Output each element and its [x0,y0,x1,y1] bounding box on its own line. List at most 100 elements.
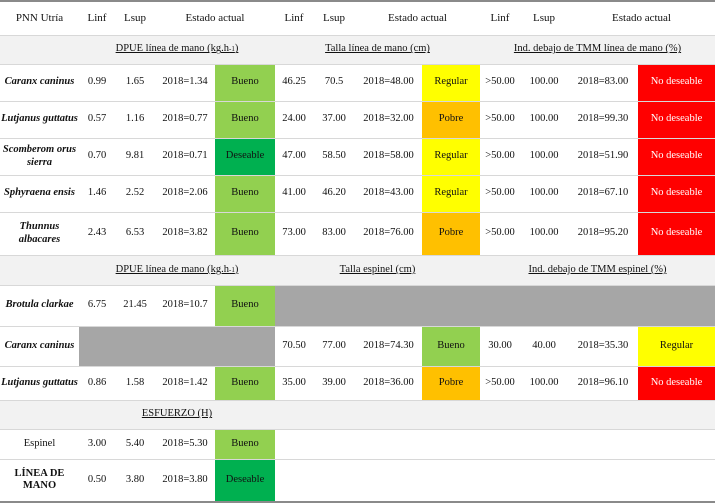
dpue-value: 2018=1.42 [162,376,208,388]
status-badge: No deseable [638,101,715,138]
tmm-lsup: 100.00 [529,150,559,162]
status-badge: Bueno [215,212,275,255]
status-badge: Deseable [215,459,275,501]
talla-lsup: 70.5 [324,76,344,88]
section-band-1 [0,35,715,64]
header-site: PNN Utría [15,12,64,25]
dpue-value: 2018=0.71 [162,150,208,162]
dpue-lsup: 1.16 [125,113,145,125]
row-divider [0,255,715,256]
header-linf: Linf [490,12,510,25]
status-badge: Bueno [215,366,275,400]
header-lsup: Lsup [323,12,345,25]
header-estado: Estado actual [612,12,671,25]
tmm-lsup: 100.00 [529,113,559,125]
tmm-value: 2018=67.10 [577,187,629,199]
species-name: Sphyraena ensis [4,187,75,199]
dpue-lsup: 2.52 [125,187,145,199]
species-name: Lutjanus guttatus [1,113,78,125]
row-divider [0,285,715,286]
status-badge: Pobre [422,212,480,255]
table-top-border [0,0,715,2]
tmm-value: 2018=99.30 [577,113,629,125]
row-divider [0,212,715,213]
species-name: Caranx caninus [4,76,75,88]
section-title-tmm: Ind. debajo de TMM línea de mano (%) [513,43,682,55]
row-divider [0,429,715,430]
status-badge: No deseable [638,64,715,101]
effort-value: 2018=3.80 [162,473,208,485]
effort-linf: 3.00 [87,437,107,449]
tmm-lsup: 40.00 [532,339,556,351]
status-badge: Regular [422,175,480,212]
dpue-linf: 2.43 [87,227,107,239]
effort-value: 2018=5.30 [162,437,208,449]
section-band-3 [0,400,715,429]
talla-linf: 46.25 [282,76,306,88]
talla-lsup: 39.00 [322,376,346,388]
row-divider [0,326,715,327]
talla-value: 2018=32.00 [363,113,414,125]
effort-label: LÍNEA DE MANO [14,467,65,491]
row-divider [0,35,715,36]
talla-value: 2018=74.30 [363,339,414,351]
talla-linf: 24.00 [282,113,306,125]
talla-lsup: 58.50 [322,150,346,162]
empty-block [275,285,715,326]
header-linf: Linf [284,12,304,25]
tmm-linf: >50.00 [485,113,515,125]
talla-linf: 41.00 [282,187,306,199]
header-estado: Estado actual [185,12,245,25]
talla-lsup: 77.00 [322,339,346,351]
tmm-lsup: 100.00 [529,76,559,88]
empty-block [79,326,275,366]
section-band-2 [0,255,715,285]
talla-linf: 35.00 [282,376,306,388]
row-divider [0,459,715,460]
talla-linf: 70.50 [282,339,306,351]
status-badge: Deseable [215,138,275,175]
status-badge: No deseable [638,138,715,175]
tmm-lsup: 100.00 [529,376,559,388]
status-badge: Bueno [215,175,275,212]
status-badge: Regular [638,326,715,366]
talla-value: 2018=48.00 [363,76,414,88]
dpue-linf: 0.70 [87,150,107,162]
dpue-value: 2018=3.82 [162,227,208,239]
species-name: Caranx caninus [4,339,75,351]
section-title-dpue: DPUE línea de mano (kg.h -1) [115,43,239,55]
dpue-lsup: 1.58 [125,376,145,388]
status-badge: Pobre [422,101,480,138]
section-title-talla: Talla espinel (cm) [339,263,416,275]
row-divider [0,366,715,367]
dpue-lsup: 1.65 [125,76,145,88]
tmm-linf: >50.00 [485,76,515,88]
effort-lsup: 3.80 [125,473,145,485]
section-title-tmm: Ind. debajo de TMM espinel (%) [528,263,667,275]
status-badge: Bueno [422,326,480,366]
tmm-linf: >50.00 [485,376,515,388]
status-badge: Regular [422,64,480,101]
header-linf: Linf [87,12,107,25]
tmm-linf: 30.00 [488,339,512,351]
status-badge: No deseable [638,366,715,400]
species-name: Brotula clarkae [5,299,74,311]
row-divider [0,138,715,139]
tmm-lsup: 100.00 [529,187,559,199]
talla-lsup: 46.20 [322,187,346,199]
tmm-value: 2018=96.10 [577,376,629,388]
species-name: Lutjanus guttatus [1,376,78,388]
dpue-linf: 0.86 [87,376,107,388]
dpue-value: 2018=2.06 [162,187,208,199]
talla-value: 2018=36.00 [363,376,414,388]
talla-lsup: 83.00 [322,227,346,239]
row-divider [0,175,715,176]
row-divider [0,101,715,102]
tmm-value: 2018=51.90 [577,150,629,162]
effort-label: Espinel [23,437,56,449]
section-title-talla: Talla línea de mano (cm) [325,43,430,55]
species-name: Scomberom orus sierra [2,144,77,168]
status-badge: Bueno [215,64,275,101]
section-title-esfuerzo: ESFUERZO (H) [141,408,213,420]
